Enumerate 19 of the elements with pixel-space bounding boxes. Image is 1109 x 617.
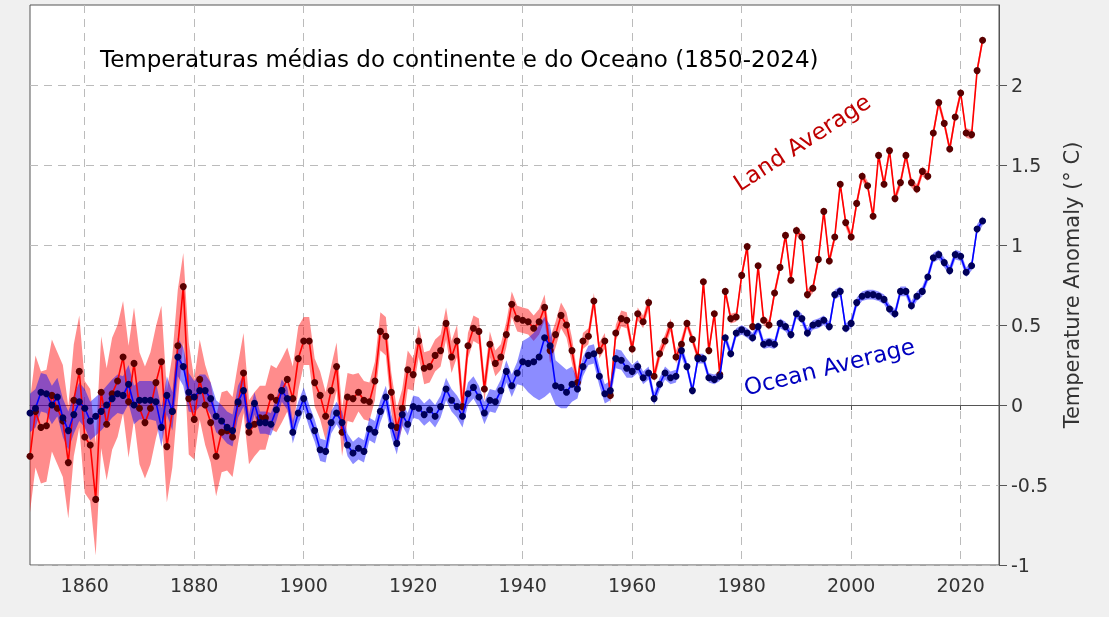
y-tick-label: 0 <box>1011 394 1024 416</box>
y-tick-label: 1.5 <box>1011 154 1042 176</box>
x-tick-label: 2020 <box>936 573 985 596</box>
x-tick-label: 1860 <box>60 573 109 596</box>
text: Temperaturas médias do continente e do Oceano (1850-2024) <box>99 45 819 72</box>
x-tick-label: 2000 <box>827 573 876 596</box>
x-tick-label: 1880 <box>170 573 219 596</box>
x-tick-label: 1900 <box>279 573 328 596</box>
x-tick-label: 1960 <box>608 573 657 596</box>
y-tick-label: -1 <box>1011 554 1030 576</box>
y-tick-label: 2 <box>1011 74 1024 96</box>
text: Ocean Average <box>741 332 918 401</box>
x-tick-label: 1920 <box>389 573 438 596</box>
y-axis-title: Temperature Anomaly (° C) <box>1059 141 1084 430</box>
y-tick-label: -0.5 <box>1011 474 1049 496</box>
y-tick-label: 0.5 <box>1011 314 1042 336</box>
y-tick-label: 1 <box>1011 234 1024 256</box>
x-tick-label: 1940 <box>498 573 547 596</box>
x-tick-label: 1980 <box>717 573 766 596</box>
